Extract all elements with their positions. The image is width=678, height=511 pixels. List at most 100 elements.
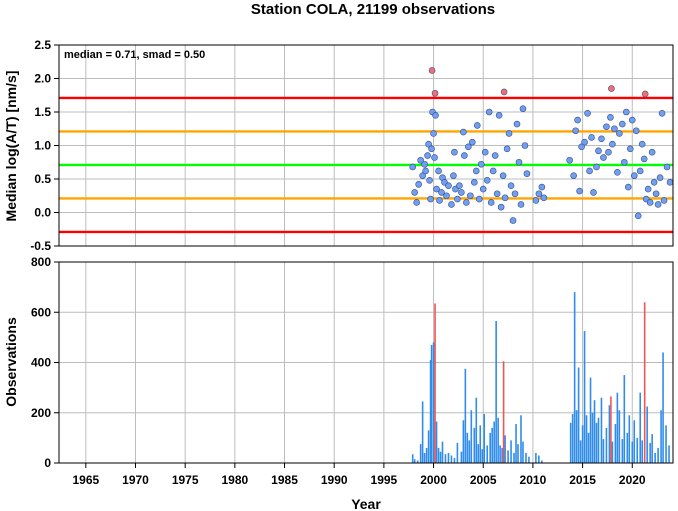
scatter-point [626, 145, 634, 153]
scatter-point [608, 85, 615, 92]
x-tick-label: 1975 [172, 473, 199, 487]
scatter-point [517, 201, 525, 208]
scatter-point [598, 135, 605, 143]
scatter-point [427, 195, 434, 203]
scatter-point [523, 170, 531, 177]
scatter-point [648, 148, 656, 156]
scatter-point [461, 152, 468, 159]
scatter-point [632, 127, 640, 135]
scatter-point [650, 179, 658, 186]
y-tick-label: 2.5 [34, 38, 51, 52]
scatter-point [417, 156, 424, 164]
scatter-point [535, 190, 543, 198]
scatter-point [503, 145, 511, 153]
scatter-point [489, 167, 497, 175]
scatter-point [477, 160, 485, 168]
y-tick-label: -0.5 [30, 239, 51, 253]
x-tick-label: 2005 [470, 473, 497, 487]
scatter-point [621, 158, 628, 166]
y-tick-label: 1.5 [34, 105, 51, 119]
scatter-point [451, 148, 458, 156]
scatter-point [428, 145, 435, 153]
scatter-point [660, 197, 668, 204]
scatter-point [448, 201, 455, 208]
scatter-point [663, 163, 671, 171]
scatter-point [475, 195, 483, 203]
scatter-point [576, 187, 583, 195]
scatter-point [590, 189, 597, 196]
scatter-point [479, 185, 487, 193]
y-tick-label: 400 [31, 356, 51, 370]
x-tick-label: 1995 [371, 473, 398, 487]
x-tick-label: 1965 [72, 473, 99, 487]
scatter-point [588, 134, 595, 141]
scatter-point [421, 160, 428, 168]
scatter-point [481, 148, 489, 156]
reference-lines [59, 96, 673, 234]
scatter-point [638, 140, 646, 148]
scatter-point [472, 167, 480, 175]
scatter-point [609, 140, 616, 148]
scatter-point [495, 112, 503, 119]
scatter-point [501, 194, 509, 202]
scatter-point [454, 195, 461, 203]
x-tick-label: 2015 [569, 473, 596, 487]
scatter-point [413, 199, 420, 206]
scatter-point [538, 183, 546, 191]
scatter-point [507, 182, 515, 189]
chart-title: Station COLA, 21199 observations [251, 1, 495, 18]
scatter-point [636, 167, 644, 175]
scatter-point [433, 185, 440, 193]
scatter-point [605, 148, 612, 156]
observations-panel-grid [59, 261, 673, 464]
scatter-points [409, 67, 674, 224]
scatter-point [607, 114, 614, 121]
scatter-point [460, 128, 467, 136]
scatter-point [435, 167, 442, 175]
scatter-point [436, 197, 443, 204]
scatter-point [431, 89, 439, 97]
scatter-point [456, 182, 463, 189]
scatter-point [415, 181, 422, 188]
scatter-point [443, 192, 450, 200]
scatter-point [593, 163, 600, 171]
scatter-point [432, 112, 439, 119]
stats-annotation: median = 0.71, smad = 0.50 [64, 49, 205, 61]
scatter-point [426, 177, 433, 184]
scatter-point [656, 174, 664, 181]
scatter-point [467, 192, 474, 200]
scatter-point [450, 172, 457, 179]
scatter-point [623, 108, 630, 116]
y-tick-label: 0.5 [34, 172, 51, 186]
scatter-point [532, 197, 540, 204]
x-axis-title: Year [351, 496, 381, 511]
scatter-point [505, 130, 513, 137]
scatter-point [578, 143, 585, 151]
scatter-y-axis-title: Median log(A/T) [nm/s] [3, 71, 19, 222]
scatter-point [574, 116, 581, 124]
scatter-point [422, 167, 429, 175]
observations-y-axis-title: Observations [3, 317, 19, 407]
scatter-point [509, 217, 517, 224]
scatter-point [572, 127, 579, 135]
scatter-point [652, 190, 660, 198]
scatter-point [586, 167, 593, 175]
scatter-point [485, 108, 493, 116]
x-ticks: 1965 1970 1975 1980 1985 1990 1995 2000 2005 2010… [72, 463, 646, 487]
scatter-point [641, 90, 649, 98]
observations-y-ticks: 0 200 400 600 800 [31, 255, 59, 470]
x-tick-label: 2020 [619, 473, 646, 487]
scatter-point [666, 179, 674, 186]
scatter-point [409, 163, 416, 171]
x-tick-label: 2010 [520, 473, 547, 487]
scatter-point [658, 110, 666, 117]
y-tick-label: 0.0 [34, 206, 51, 220]
scatter-point [566, 156, 573, 164]
scatter-point [425, 140, 432, 148]
scatter-point [445, 182, 452, 189]
scatter-point [411, 189, 418, 196]
scatter-point [463, 199, 470, 206]
y-tick-label: 200 [31, 406, 51, 420]
scatter-point [616, 130, 623, 137]
